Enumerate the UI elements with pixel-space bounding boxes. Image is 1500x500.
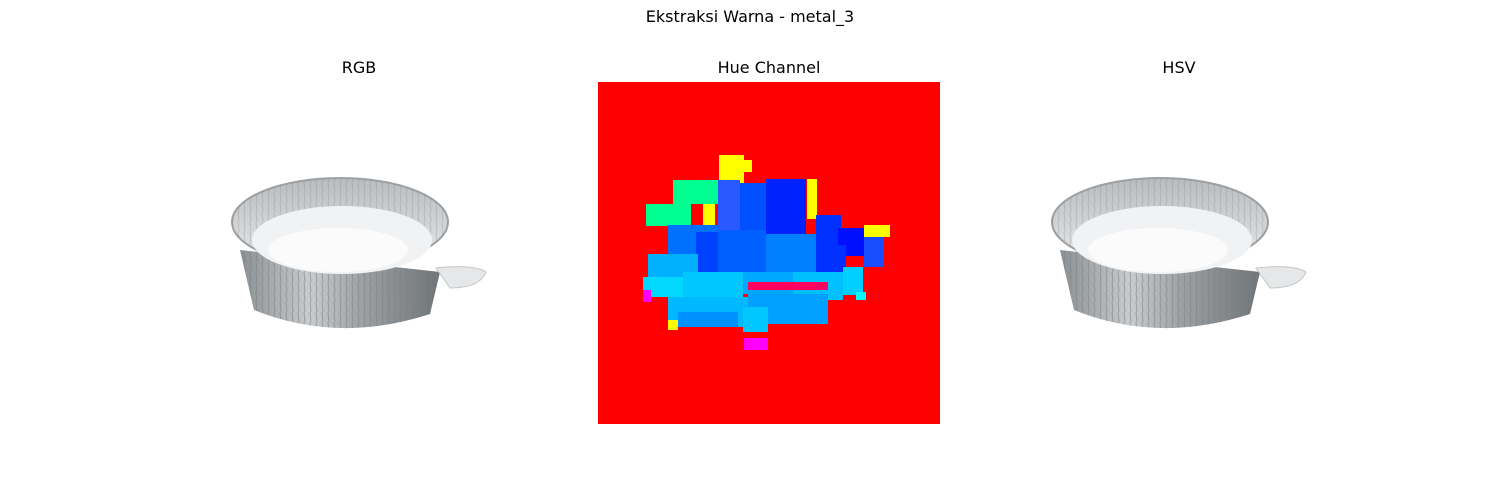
hue-channel-image <box>598 82 940 424</box>
panel-title-hsv: HSV <box>1162 58 1196 77</box>
panel-hsv: HSV <box>1008 58 1350 424</box>
panel-hue: Hue Channel <box>598 58 940 424</box>
panel-title-rgb: RGB <box>341 58 377 77</box>
rgb-image <box>188 82 530 424</box>
panel-rgb: RGB <box>188 58 530 424</box>
figure-title: Ekstraksi Warna - metal_3 <box>645 7 855 26</box>
panel-title-hue: Hue Channel <box>717 58 821 77</box>
foil-pan-shape <box>231 177 487 329</box>
hue-blob <box>643 155 890 350</box>
foil-pan-shape <box>1051 177 1307 329</box>
hsv-image <box>1008 82 1350 424</box>
